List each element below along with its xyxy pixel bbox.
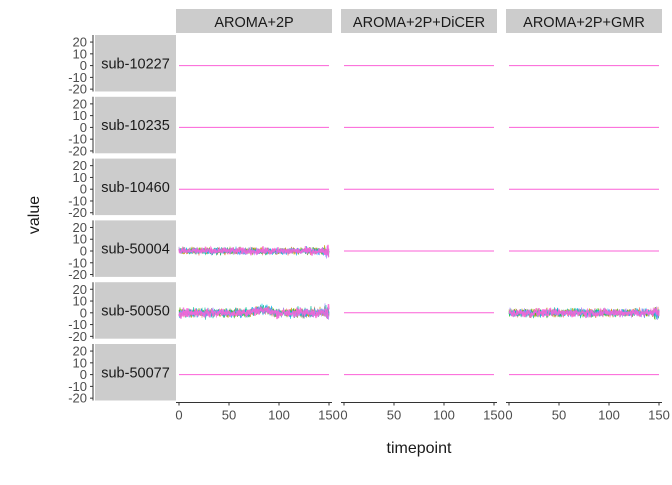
- series-line: [508, 306, 660, 319]
- x-tick-label: 150: [483, 408, 505, 423]
- column-strip: [341, 9, 497, 33]
- y-tick-label: 10: [73, 294, 87, 309]
- x-tick-label: 50: [552, 408, 566, 423]
- y-tick-label: -10: [68, 317, 87, 332]
- row-strip: [95, 96, 176, 154]
- y-tick-label: 20: [73, 158, 87, 173]
- row-strip: [95, 220, 176, 277]
- x-tick-label: 0: [175, 408, 182, 423]
- x-tick-label: 0: [340, 408, 347, 423]
- y-tick-label: -10: [68, 379, 87, 394]
- row-strip: [95, 35, 176, 92]
- y-tick-label: 10: [73, 170, 87, 185]
- row-strip-label: sub-10460: [101, 180, 170, 196]
- x-tick-label: 100: [268, 408, 290, 423]
- y-tick-label: 0: [80, 120, 87, 135]
- y-tick-label: -10: [68, 255, 87, 270]
- y-tick-label: -20: [68, 205, 87, 220]
- row-strip-label: sub-50004: [101, 242, 170, 258]
- y-tick-label: 10: [73, 232, 87, 247]
- y-tick-label: 20: [73, 35, 87, 50]
- x-tick-label: 0: [505, 408, 512, 423]
- row-strip-label: sub-10227: [101, 56, 170, 72]
- y-tick-label: -10: [68, 70, 87, 85]
- y-tick-label: 20: [73, 220, 87, 235]
- y-tick-label: 0: [80, 244, 87, 259]
- y-tick-label: -20: [68, 391, 87, 406]
- y-tick-label: 20: [73, 96, 87, 111]
- row-strip-label: sub-10235: [101, 118, 170, 134]
- series-line: [178, 245, 330, 259]
- column-strip-label: AROMA+2P+DiCER: [353, 15, 485, 31]
- row-strip: [95, 282, 176, 339]
- y-tick-label: 20: [73, 282, 87, 297]
- column-strip-label: AROMA+2P+GMR: [523, 15, 645, 31]
- row-strip: [95, 344, 176, 401]
- y-tick-label: 0: [80, 58, 87, 73]
- y-tick-label: -10: [68, 193, 87, 208]
- y-tick-label: -20: [68, 267, 87, 282]
- row-strip-label: sub-50077: [101, 365, 170, 381]
- y-tick-label: 10: [73, 108, 87, 123]
- series-line: [178, 304, 330, 320]
- x-axis-title: timepoint: [387, 440, 452, 457]
- y-tick-label: -20: [68, 329, 87, 344]
- y-tick-label: 10: [73, 46, 87, 61]
- x-tick-label: 100: [598, 408, 620, 423]
- x-tick-label: 50: [387, 408, 401, 423]
- y-tick-label: -20: [68, 143, 87, 158]
- column-strip-label: AROMA+2P: [214, 15, 293, 31]
- row-strip-label: sub-50050: [101, 303, 170, 319]
- x-tick-label: 150: [648, 408, 670, 423]
- y-tick-label: 0: [80, 182, 87, 197]
- column-strip: [176, 9, 332, 33]
- y-tick-label: 20: [73, 344, 87, 359]
- y-axis-title: value: [26, 196, 43, 234]
- y-tick-label: -20: [68, 82, 87, 97]
- x-tick-label: 100: [433, 408, 455, 423]
- column-strip: [506, 9, 662, 33]
- y-tick-label: 0: [80, 367, 87, 382]
- series-line: [178, 244, 330, 258]
- x-tick-label: 50: [222, 408, 236, 423]
- row-strip: [95, 158, 176, 216]
- x-tick-label: 150: [318, 408, 340, 423]
- y-tick-label: 0: [80, 305, 87, 320]
- y-tick-label: 10: [73, 355, 87, 370]
- y-tick-label: -10: [68, 132, 87, 147]
